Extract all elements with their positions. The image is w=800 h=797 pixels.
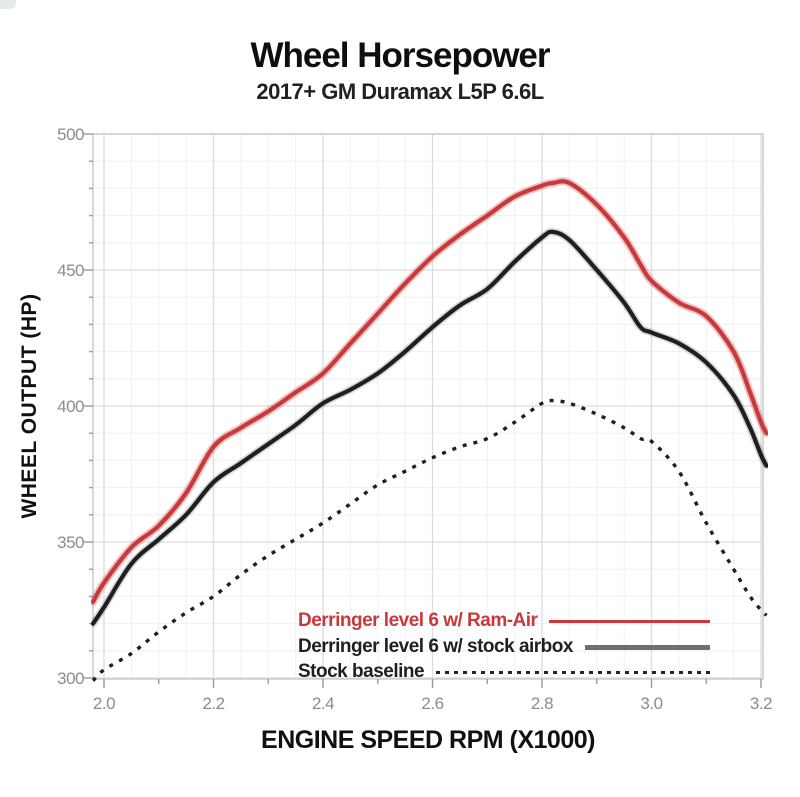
x-tick-label: 2.0 bbox=[92, 694, 116, 713]
x-tick-label: 3.0 bbox=[640, 694, 663, 713]
x-tick-label: 2.2 bbox=[202, 694, 225, 713]
corner-artifact bbox=[0, 0, 16, 9]
legend-label-ram-air: Derringer level 6 w/ Ram-Air bbox=[298, 610, 538, 631]
x-tick-label: 2.8 bbox=[530, 694, 554, 713]
legend-line-stock-airbox bbox=[584, 644, 710, 650]
legend-label-stock-airbox: Derringer level 6 w/ stock airbox bbox=[298, 636, 573, 657]
chart-subtitle: 2017+ GM Duramax L5P 6.6L bbox=[256, 79, 544, 104]
y-tick-label: 500 bbox=[57, 125, 84, 144]
legend-item-ram-air: Derringer level 6 w/ Ram-Air bbox=[298, 610, 710, 632]
y-tick-label: 400 bbox=[57, 397, 84, 416]
chart-title: Wheel Horsepower bbox=[250, 36, 550, 75]
y-tick-label: 350 bbox=[57, 533, 84, 552]
x-tick-label: 2.6 bbox=[421, 694, 444, 713]
legend-item-stock-baseline: Stock baseline bbox=[298, 661, 710, 683]
legend-label-stock-baseline: Stock baseline bbox=[298, 661, 425, 682]
x-axis-label: ENGINE SPEED RPM (X1000) bbox=[261, 726, 595, 754]
legend-line-stock-baseline bbox=[436, 670, 710, 674]
y-tick-label: 300 bbox=[57, 669, 84, 688]
legend-item-stock-airbox: Derringer level 6 w/ stock airbox bbox=[298, 636, 710, 658]
x-tick-label: 2.4 bbox=[311, 694, 335, 713]
legend-line-ram-air bbox=[549, 619, 710, 623]
y-tick-label: 450 bbox=[57, 261, 84, 280]
x-tick-label: 3.2 bbox=[749, 694, 773, 713]
y-axis-label: WHEEL OUTPUT (HP) bbox=[18, 293, 41, 519]
